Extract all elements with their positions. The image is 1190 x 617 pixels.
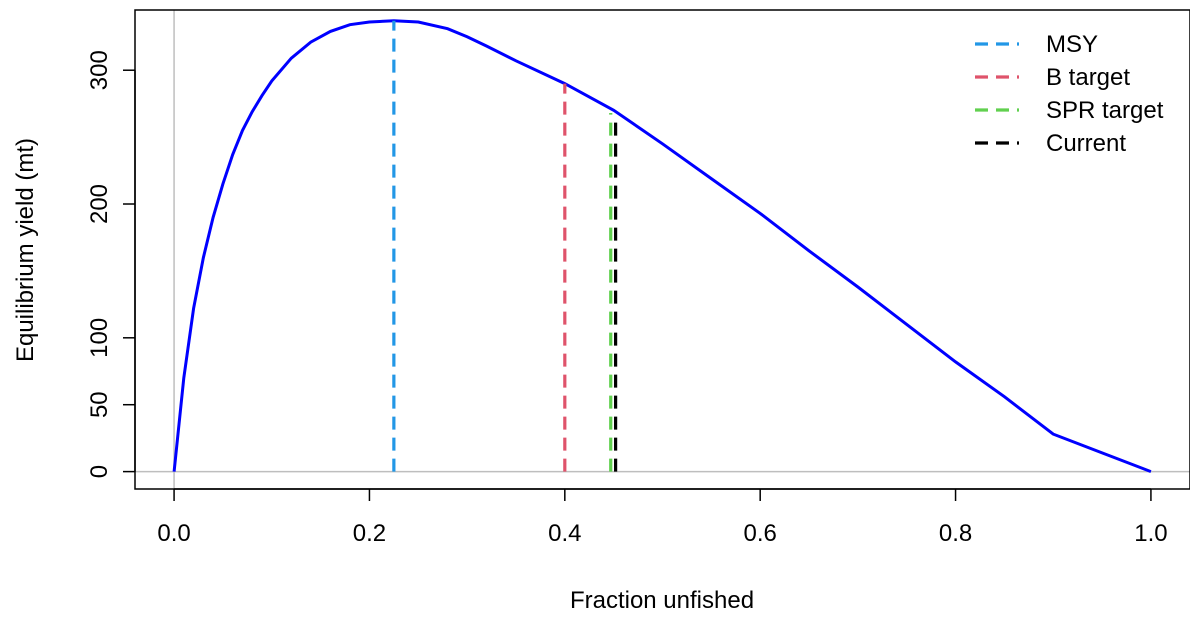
y-tick-label: 50: [86, 391, 113, 418]
yield-curve-line: [172, 19, 1152, 474]
legend-label: Current: [1046, 130, 1126, 157]
x-tick-label: 0.6: [743, 520, 776, 547]
y-tick-label: 100: [86, 318, 113, 358]
legend: MSY B target SPR target Current: [975, 31, 1164, 157]
x-tick-label: 0.4: [548, 520, 581, 547]
x-tick-label: 0.2: [353, 520, 386, 547]
y-tick-label: 300: [86, 50, 113, 90]
legend-label: B target: [1046, 64, 1130, 91]
legend-label: SPR target: [1046, 97, 1164, 124]
legend-label: MSY: [1046, 31, 1098, 58]
x-tick-label: 0.0: [157, 520, 190, 547]
x-axis-label: Fraction unfished: [570, 587, 754, 614]
x-axis: 0.0 0.2 0.4 0.6 0.8 1.0: [157, 488, 1168, 547]
y-axis: 0 50 100 200 300: [86, 50, 136, 478]
y-axis-label: Equilibrium yield (mt): [12, 138, 39, 362]
x-tick-label: 0.8: [939, 520, 972, 547]
y-tick-label: 0: [86, 465, 113, 478]
plot-region: [135, 10, 1190, 489]
x-tick-label: 1.0: [1134, 520, 1167, 547]
y-tick-label: 200: [86, 184, 113, 224]
